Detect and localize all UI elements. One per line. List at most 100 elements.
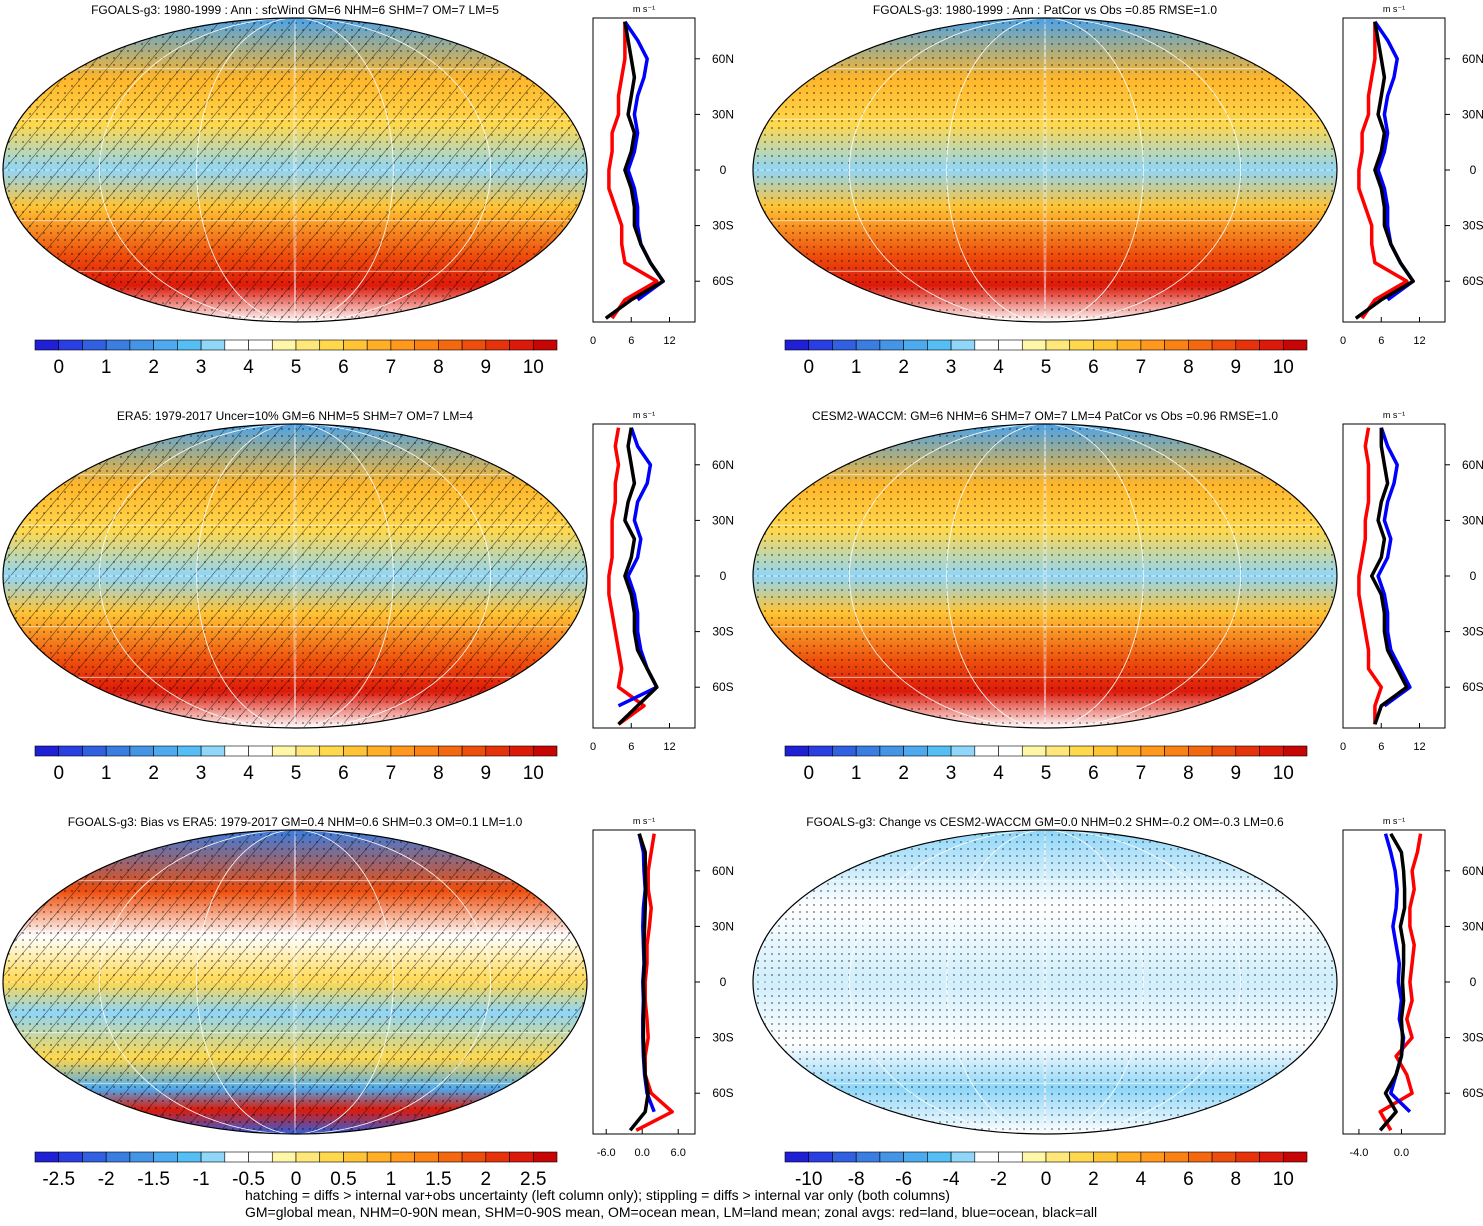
colorbar-box xyxy=(58,1151,83,1163)
zonal-line xyxy=(617,427,659,726)
colorbar-box xyxy=(832,1151,857,1163)
panel-title: FGOALS-g3: Bias vs ERA5: 1979-2017 GM=0.… xyxy=(68,815,523,829)
colorbar-box xyxy=(34,339,60,351)
colorbar-box xyxy=(927,339,952,351)
colorbar-box xyxy=(1116,339,1142,351)
colorbar-label: 3 xyxy=(196,357,207,378)
colorbar-box xyxy=(998,745,1023,757)
colorbar-box xyxy=(1235,339,1260,351)
colorbar-box xyxy=(319,745,344,757)
colorbar-box xyxy=(509,1151,534,1163)
colorbar-label: 3 xyxy=(946,763,957,784)
colorbar-box xyxy=(1140,339,1165,351)
colorbar-label: 1.5 xyxy=(425,1169,451,1190)
colorbar-label: 5 xyxy=(1041,763,1052,784)
colorbar-box xyxy=(248,745,273,757)
y-tick-label: 30S xyxy=(1462,625,1483,639)
colorbar-box xyxy=(1235,745,1260,757)
unit-label: m s⁻¹ xyxy=(633,4,655,14)
colorbar-box xyxy=(295,339,321,351)
colorbar-label: 3 xyxy=(196,763,207,784)
colorbar-box xyxy=(34,745,60,757)
colorbar-label: 6 xyxy=(338,357,349,378)
colorbar-label: -1 xyxy=(193,1169,210,1190)
colorbar-box xyxy=(224,1151,249,1163)
unit-label: m s⁻¹ xyxy=(1383,816,1405,826)
zonal-line xyxy=(628,833,650,1132)
colorbar-box xyxy=(319,339,344,351)
colorbar-box xyxy=(784,339,810,351)
colorbar-box xyxy=(1282,745,1308,757)
colorbar-box xyxy=(153,339,178,351)
y-tick-label: 30S xyxy=(712,1031,733,1045)
y-tick-label: 30N xyxy=(712,107,734,121)
colorbar-box xyxy=(855,745,881,757)
colorbar-box xyxy=(200,1151,226,1163)
colorbar-box xyxy=(974,745,999,757)
colorbar-box xyxy=(808,339,833,351)
unit-label: m s⁻¹ xyxy=(1383,4,1405,14)
colorbar-box xyxy=(1116,1151,1142,1163)
colorbar-label: 7 xyxy=(386,357,397,378)
colorbar-label: 7 xyxy=(386,763,397,784)
map-border xyxy=(752,829,1338,1135)
colorbar-label: 2 xyxy=(148,763,159,784)
colorbar-box xyxy=(903,339,928,351)
zonal-line xyxy=(1378,832,1407,1132)
colorbar-label: 1 xyxy=(101,357,112,378)
colorbar-label: 4 xyxy=(1136,1169,1147,1190)
colorbar-label: 10 xyxy=(1273,1169,1294,1190)
colorbar-box xyxy=(1021,339,1047,351)
y-tick-label: 0 xyxy=(1470,163,1477,177)
unit-label: m s⁻¹ xyxy=(633,816,655,826)
colorbar-box xyxy=(485,1151,510,1163)
panel-title: CESM2-WACCM: GM=6 NHM=6 SHM=7 OM=7 LM=4 … xyxy=(812,409,1278,423)
colorbar-box xyxy=(1021,745,1047,757)
zonal-line xyxy=(1376,427,1412,708)
y-tick-label: 0 xyxy=(720,975,727,989)
colorbar-box xyxy=(366,745,392,757)
colorbar-box xyxy=(808,1151,833,1163)
colorbar-box xyxy=(200,745,226,757)
colorbar-box xyxy=(153,1151,178,1163)
colorbar-box xyxy=(855,339,881,351)
colorbar-label: 4 xyxy=(243,763,254,784)
colorbar-label: 7 xyxy=(1136,357,1147,378)
unit-label: m s⁻¹ xyxy=(633,410,655,420)
y-tick-label: 60N xyxy=(1462,458,1483,472)
colorbar-box xyxy=(998,339,1023,351)
y-tick-label: 30N xyxy=(1462,513,1483,527)
colorbar-box xyxy=(177,1151,202,1163)
y-tick-label: 60N xyxy=(1462,864,1483,878)
x-tick-label: 12 xyxy=(1413,335,1425,347)
colorbar-label: 0 xyxy=(53,763,64,784)
colorbar-box xyxy=(903,745,928,757)
colorbar-box xyxy=(998,1151,1023,1163)
colorbar-label: 7 xyxy=(1136,763,1147,784)
colorbar-label: 0.5 xyxy=(330,1169,356,1190)
x-tick-label: 6 xyxy=(628,335,634,347)
y-tick-label: 60N xyxy=(712,52,734,66)
colorbar-box xyxy=(390,1151,415,1163)
colorbar-box xyxy=(879,1151,904,1163)
y-tick-label: 60N xyxy=(712,864,734,878)
zonal-line xyxy=(1357,21,1409,320)
colorbar-box xyxy=(1021,1151,1047,1163)
zonal-line xyxy=(617,427,659,708)
x-tick-label: -4.0 xyxy=(1349,1147,1368,1159)
colorbar-label: 9 xyxy=(481,357,492,378)
colorbar-box xyxy=(461,745,487,757)
x-tick-label: -6.0 xyxy=(597,1147,616,1159)
y-tick-label: 0 xyxy=(1470,975,1477,989)
colorbar-label: 6 xyxy=(1088,763,1099,784)
colorbar-box xyxy=(1093,745,1118,757)
colorbar-box xyxy=(1259,1151,1284,1163)
colorbar-box xyxy=(248,1151,273,1163)
colorbar-box xyxy=(974,1151,999,1163)
colorbar-label: 0 xyxy=(803,763,814,784)
y-tick-label: 60S xyxy=(1462,1086,1483,1100)
colorbar-label: 1 xyxy=(386,1169,397,1190)
colorbar-label: 5 xyxy=(291,357,302,378)
colorbar-label: 6 xyxy=(1088,357,1099,378)
